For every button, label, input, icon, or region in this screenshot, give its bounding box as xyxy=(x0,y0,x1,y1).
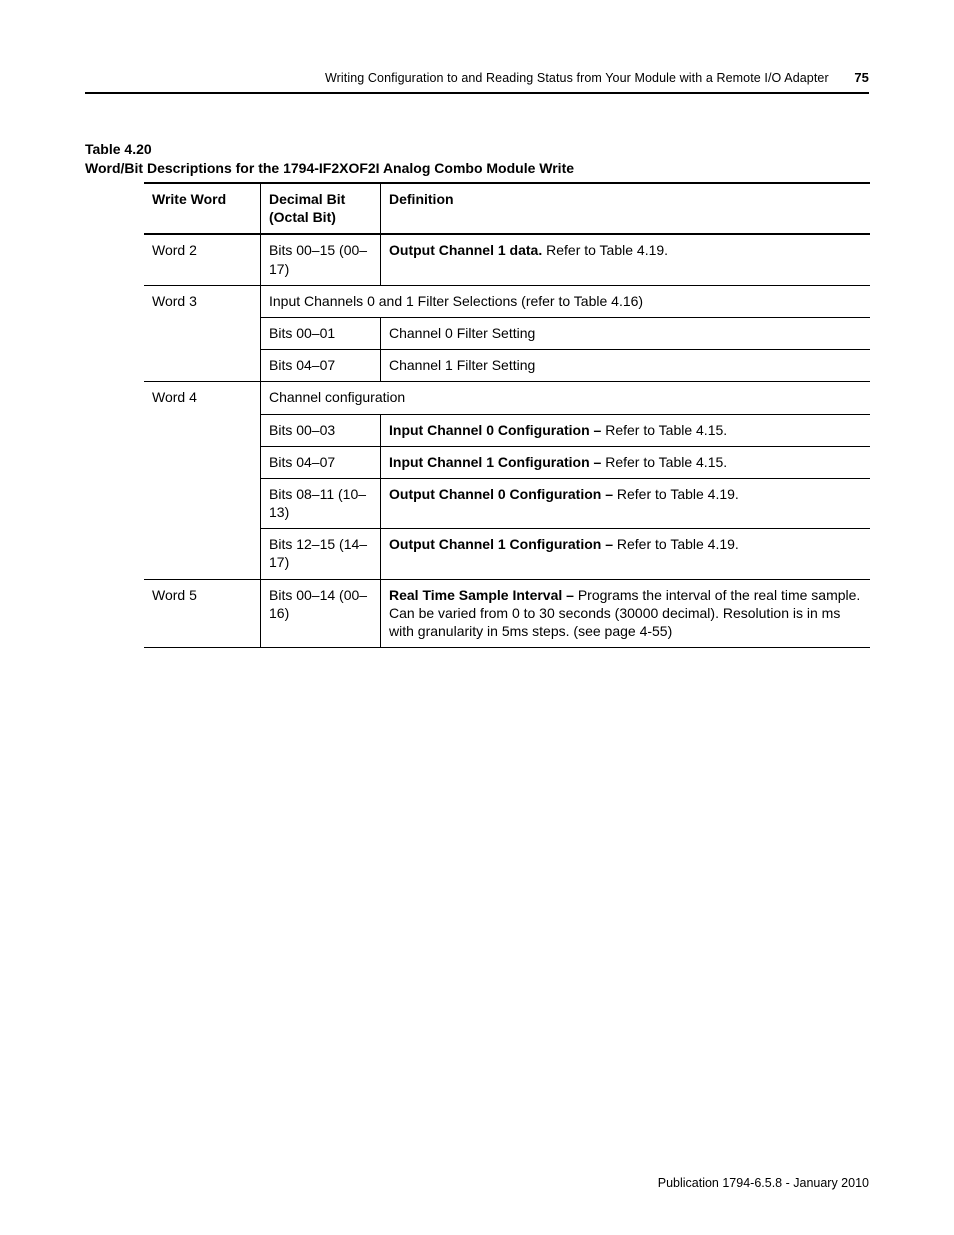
cell-definition: Channel 0 Filter Setting xyxy=(381,317,871,349)
cell-bits: Bits 00–01 xyxy=(261,317,381,349)
cell-definition: Real Time Sample Interval – Programs the… xyxy=(381,579,871,648)
def-bold: Real Time Sample Interval – xyxy=(389,587,574,603)
table-row: Word 4 Channel configuration xyxy=(144,382,870,414)
def-rest: Refer to Table 4.19. xyxy=(542,242,668,258)
def-rest: Refer to Table 4.19. xyxy=(613,536,739,552)
page-number: 75 xyxy=(854,70,869,85)
cell-definition: Output Channel 1 Configuration – Refer t… xyxy=(381,529,871,579)
def-bold: Input Channel 0 Configuration – xyxy=(389,422,601,438)
cell-write-word: Word 4 xyxy=(144,382,261,579)
cell-bits: Bits 00–14 (00–16) xyxy=(261,579,381,648)
def-bold: Output Channel 0 Configuration – xyxy=(389,486,613,502)
cell-definition: Output Channel 0 Configuration – Refer t… xyxy=(381,478,871,528)
def-bold: Output Channel 1 Configuration – xyxy=(389,536,613,552)
cell-bits: Bits 08–11 (10–13) xyxy=(261,478,381,528)
caption-label: Table 4.20 xyxy=(85,140,574,159)
cell-definition: Channel 1 Filter Setting xyxy=(381,350,871,382)
table-row: Word 2 Bits 00–15 (00–17) Output Channel… xyxy=(144,234,870,285)
footer-publication: Publication 1794-6.5.8 - January 2010 xyxy=(658,1176,869,1190)
running-title: Writing Configuration to and Reading Sta… xyxy=(325,71,829,85)
def-rest: Refer to Table 4.15. xyxy=(601,422,727,438)
table-row: Word 5 Bits 00–14 (00–16) Real Time Samp… xyxy=(144,579,870,648)
cell-bits: Bits 00–15 (00–17) xyxy=(261,234,381,285)
col-header-definition: Definition xyxy=(381,183,871,234)
cell-span: Input Channels 0 and 1 Filter Selections… xyxy=(261,285,871,317)
header-rule xyxy=(85,92,869,94)
cell-span: Channel configuration xyxy=(261,382,871,414)
table-row: Word 3 Input Channels 0 and 1 Filter Sel… xyxy=(144,285,870,317)
def-rest: Refer to Table 4.15. xyxy=(601,454,727,470)
cell-bits: Bits 04–07 xyxy=(261,446,381,478)
col-header-write-word: Write Word xyxy=(144,183,261,234)
table-caption: Table 4.20 Word/Bit Descriptions for the… xyxy=(85,140,574,178)
def-rest: Refer to Table 4.19. xyxy=(613,486,739,502)
cell-write-word: Word 3 xyxy=(144,285,261,382)
caption-title-tail: Module Write xyxy=(486,160,574,176)
page: Writing Configuration to and Reading Sta… xyxy=(0,0,954,1235)
cell-bits: Bits 12–15 (14–17) xyxy=(261,529,381,579)
table-header-row: Write Word Decimal Bit (Octal Bit) Defin… xyxy=(144,183,870,234)
cell-bits: Bits 04–07 xyxy=(261,350,381,382)
cell-definition: Input Channel 1 Configuration – Refer to… xyxy=(381,446,871,478)
def-bold: Input Channel 1 Configuration – xyxy=(389,454,601,470)
caption-title: Word/Bit Descriptions for the 1794-IF2XO… xyxy=(85,159,574,178)
col-header-decimal-bit: Decimal Bit (Octal Bit) xyxy=(261,183,381,234)
running-header: Writing Configuration to and Reading Sta… xyxy=(85,70,869,85)
def-bold: Output Channel 1 data. xyxy=(389,242,542,258)
cell-write-word: Word 5 xyxy=(144,579,261,648)
caption-title-bold: Word/Bit Descriptions for the 1794-IF2XO… xyxy=(85,160,486,176)
cell-write-word: Word 2 xyxy=(144,234,261,285)
cell-definition: Input Channel 0 Configuration – Refer to… xyxy=(381,414,871,446)
cell-bits: Bits 00–03 xyxy=(261,414,381,446)
cell-definition: Output Channel 1 data. Refer to Table 4.… xyxy=(381,234,871,285)
spec-table: Write Word Decimal Bit (Octal Bit) Defin… xyxy=(144,182,870,648)
